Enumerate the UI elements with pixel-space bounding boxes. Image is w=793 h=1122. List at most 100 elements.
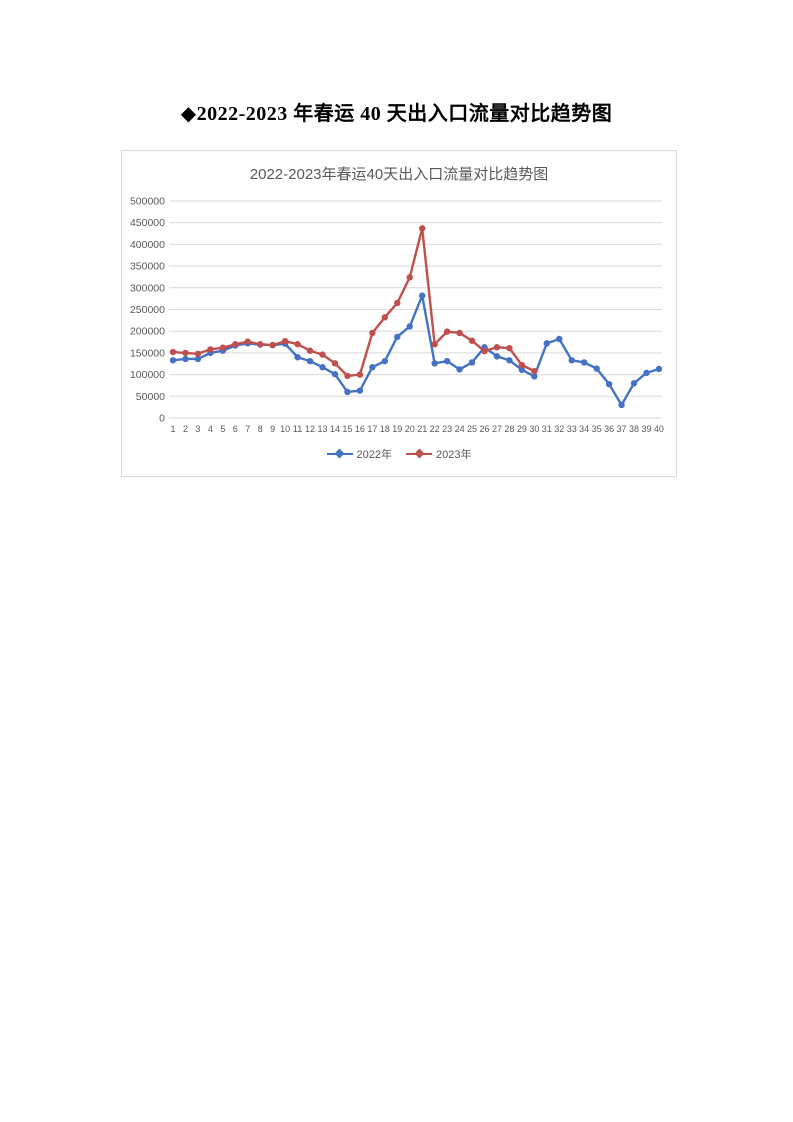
- data-point: [281, 337, 289, 345]
- legend-item-2023: 2023年: [406, 446, 471, 462]
- page-title: ◆2022-2023 年春运 40 天出入口流量对比趋势图: [180, 103, 613, 125]
- y-tick-label: 50000: [136, 391, 165, 403]
- x-tick-label: 29: [517, 424, 527, 434]
- data-point: [506, 344, 513, 352]
- data-point: [419, 225, 426, 232]
- series-2023-line: [169, 225, 538, 380]
- x-tick-label: 1: [170, 424, 175, 434]
- y-tick-label: 150000: [130, 347, 165, 359]
- data-point: [468, 359, 476, 366]
- data-point: [655, 365, 663, 373]
- y-axis-labels: 0 50000 100000 150000 200000 250000 300000 3500…: [130, 196, 165, 425]
- data-point: [431, 360, 438, 367]
- x-tick-label: 37: [617, 424, 627, 434]
- x-tick-label: 26: [479, 424, 489, 434]
- data-point: [580, 359, 588, 366]
- x-tick-label: 22: [430, 424, 440, 434]
- x-tick-label: 6: [233, 424, 238, 434]
- data-point: [369, 364, 376, 371]
- y-tick-label: 300000: [130, 282, 165, 294]
- x-tick-label: 13: [318, 424, 328, 434]
- data-point: [481, 347, 488, 355]
- data-point: [207, 346, 214, 353]
- y-tick-label: 250000: [130, 304, 165, 316]
- x-tick-label: 31: [542, 424, 552, 434]
- data-point: [468, 337, 476, 344]
- x-tick-label: 5: [220, 424, 225, 434]
- data-point: [443, 357, 451, 365]
- chart-frame: 0 50000 100000 150000 200000 250000 300000 3500…: [121, 150, 677, 477]
- x-tick-label: 10: [280, 424, 290, 434]
- x-tick-label: 36: [604, 424, 614, 434]
- data-point: [369, 329, 376, 337]
- legend-marker-2023-icon: [406, 448, 432, 459]
- data-point: [605, 380, 613, 388]
- data-point: [493, 353, 501, 360]
- y-tick-label: 350000: [130, 261, 165, 273]
- data-point: [194, 350, 202, 357]
- data-point: [344, 388, 351, 396]
- data-point: [518, 366, 526, 374]
- data-point: [294, 341, 301, 348]
- gridlines-group: [169, 200, 662, 419]
- data-point: [406, 274, 413, 281]
- x-tick-label: 35: [592, 424, 602, 434]
- x-tick-label: 24: [455, 424, 465, 434]
- data-point: [356, 387, 364, 394]
- data-point: [618, 401, 625, 409]
- x-tick-label: 34: [579, 424, 589, 434]
- x-tick-label: 4: [208, 424, 213, 434]
- x-tick-label: 28: [504, 424, 514, 434]
- data-point: [419, 292, 426, 299]
- x-tick-label: 15: [342, 424, 352, 434]
- y-tick-label: 450000: [130, 217, 165, 229]
- data-point: [456, 366, 463, 373]
- data-point: [394, 333, 401, 341]
- x-tick-label: 33: [567, 424, 577, 434]
- data-point: [531, 367, 538, 375]
- x-tick-label: 40: [654, 424, 664, 434]
- data-point: [306, 347, 314, 354]
- x-tick-label: 8: [258, 424, 263, 434]
- data-point: [543, 340, 550, 347]
- legend-item-2022: 2022年: [326, 446, 392, 462]
- data-point: [431, 341, 438, 348]
- data-point: [593, 365, 600, 372]
- trend-chart-canvas: 0500001000001500002000002500003000003500…: [130, 196, 664, 435]
- data-point: [493, 344, 501, 351]
- legend-marker-2022-icon: [326, 448, 353, 459]
- x-tick-label: 21: [417, 424, 427, 434]
- data-point: [344, 372, 351, 380]
- data-point: [506, 357, 513, 364]
- x-tick-label: 38: [629, 424, 639, 434]
- data-point: [531, 373, 538, 380]
- data-point: [331, 360, 339, 367]
- data-point: [182, 355, 189, 363]
- x-tick-label: 11: [293, 424, 302, 434]
- x-tick-label: 2: [183, 424, 188, 434]
- x-tick-label: 23: [442, 424, 452, 434]
- x-tick-label: 12: [305, 424, 315, 434]
- y-tick-label: 500000: [130, 196, 165, 208]
- x-tick-label: 20: [405, 424, 415, 434]
- data-point: [518, 361, 526, 369]
- data-point: [381, 314, 389, 321]
- x-tick-label: 9: [270, 424, 275, 434]
- x-tick-label: 30: [529, 424, 539, 434]
- x-tick-label: 19: [392, 424, 402, 434]
- x-tick-label: 14: [330, 424, 340, 434]
- y-tick-label: 0: [159, 413, 165, 425]
- x-tick-label: 32: [554, 424, 564, 434]
- data-point: [244, 338, 251, 345]
- data-point: [232, 341, 239, 348]
- data-point: [381, 357, 389, 365]
- data-point: [194, 355, 202, 363]
- chart-title: 2022-2023年春运40天出入口流量对比趋势图: [249, 166, 549, 183]
- data-point: [219, 344, 227, 351]
- x-tick-label: 3: [195, 424, 200, 434]
- data-point: [257, 341, 264, 348]
- data-point: [169, 348, 177, 356]
- data-point: [182, 349, 189, 357]
- data-point: [356, 371, 364, 378]
- data-point: [643, 369, 650, 377]
